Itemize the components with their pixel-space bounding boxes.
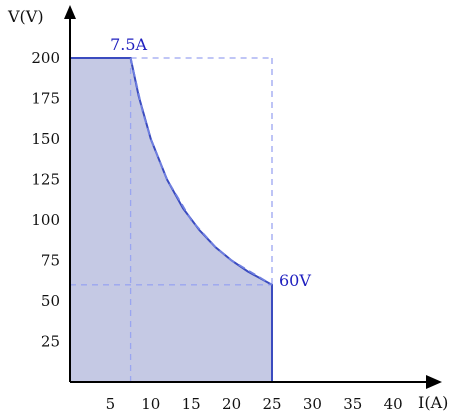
y-tick-label-100: 100 (31, 211, 60, 229)
x-axis-arrow (426, 375, 442, 389)
y-tick-label-75: 75 (41, 252, 60, 270)
x-axis-title: I(A) (418, 393, 448, 412)
x-tick-label-35: 35 (343, 395, 362, 413)
y-tick-label-150: 150 (31, 130, 60, 148)
x-tick-label-40: 40 (384, 395, 403, 413)
tick-labels: 25 50 75 100 125 150 175 200 5 10 15 20 25 30 35 40 (31, 49, 402, 413)
y-axis-arrow (64, 5, 76, 19)
x-tick-label-25: 25 (262, 395, 281, 413)
x-tick-label-30: 30 (303, 395, 322, 413)
y-axis-title: V(V) (7, 7, 44, 26)
y-tick-label-200: 200 (31, 49, 60, 67)
x-tick-label-5: 5 (106, 395, 116, 413)
x-tick-label-10: 10 (141, 395, 160, 413)
annotation-current-limit: 7.5A (110, 35, 147, 54)
axes (64, 5, 442, 389)
x-tick-label-20: 20 (222, 395, 241, 413)
annotations: 7.5A 60V (110, 35, 311, 290)
y-tick-label-50: 50 (41, 292, 60, 310)
annotation-voltage-limit: 60V (279, 271, 311, 290)
curves (70, 57, 273, 382)
y-tick-label-175: 175 (31, 90, 60, 108)
y-tick-label-125: 125 (31, 171, 60, 189)
x-tick-label-15: 15 (182, 395, 201, 413)
operating-area (70, 58, 272, 382)
operating-area-fill (70, 58, 272, 382)
power-limit-envelope (129, 57, 273, 286)
y-tick-label-25: 25 (41, 333, 60, 351)
guide-lines (70, 57, 273, 382)
